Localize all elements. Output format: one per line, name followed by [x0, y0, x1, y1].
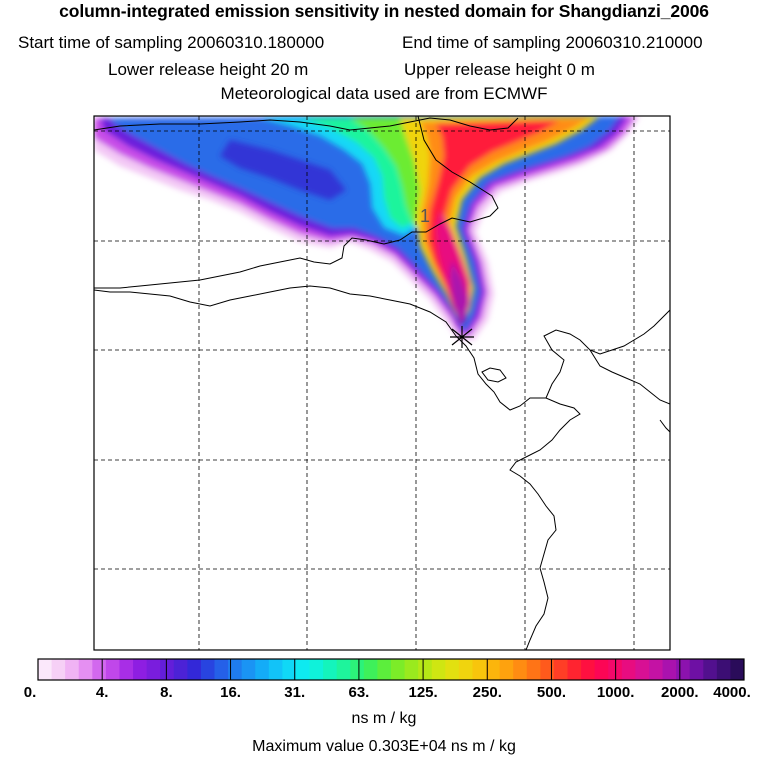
colorbar-swatch — [499, 659, 514, 680]
colorbar-swatch — [689, 659, 704, 680]
colorbar-swatch — [268, 659, 283, 680]
colorbar-tick-label: 2000. — [661, 684, 699, 701]
colorbar-swatch — [92, 659, 107, 680]
colorbar-tick-label: 4. — [95, 684, 109, 701]
coastline — [94, 285, 457, 337]
colorbar-swatch — [513, 659, 528, 680]
colorbar-frame — [37, 658, 745, 681]
colorbar-swatch — [241, 659, 256, 680]
coastline — [455, 335, 581, 650]
colorbar-tick-label: 63. — [348, 684, 370, 701]
coastlines — [94, 116, 670, 650]
colorbar-swatch — [676, 659, 691, 680]
colorbar-unit-label: ns m / kg — [351, 710, 417, 727]
coastline — [94, 117, 519, 131]
plot-title: column-integrated emission sensitivity i… — [59, 1, 709, 21]
colorbar-swatch — [526, 659, 541, 680]
colorbar-swatch — [350, 659, 365, 680]
colorbar-tick-label: 31. — [284, 684, 306, 701]
colorbar-tick-label: 500. — [536, 684, 567, 701]
colorbar-swatch — [648, 659, 663, 680]
colorbar-swatch — [486, 659, 501, 680]
colorbar-swatch — [78, 659, 93, 680]
lower-release-height-label: Lower release height 20 m — [108, 60, 309, 79]
colorbar-swatch — [146, 659, 161, 680]
colorbar-swatch — [730, 659, 745, 680]
colorbar-swatch — [472, 659, 487, 680]
colorbar-swatch — [133, 659, 148, 680]
colorbar-swatch — [173, 659, 188, 680]
start-time-label: Start time of sampling 20060310.180000 — [18, 33, 325, 52]
graticule — [94, 116, 670, 650]
colorbar — [37, 658, 745, 681]
colorbar-swatch — [228, 659, 243, 680]
colorbar-swatch — [621, 659, 636, 680]
colorbar-swatch — [662, 659, 677, 680]
met-data-label: Meteorological data used are from ECMWF — [220, 84, 548, 103]
receptor-label: 1 — [420, 206, 430, 226]
field-deep-magenta — [450, 260, 468, 326]
colorbar-swatch — [51, 659, 66, 680]
colorbar-swatch — [119, 659, 134, 680]
colorbar-swatch — [105, 659, 120, 680]
colorbar-swatch — [38, 659, 52, 680]
field-red — [428, 120, 560, 316]
colorbar-tick-label: 16. — [220, 684, 241, 701]
sensitivity-field — [94, 116, 640, 340]
colorbar-swatch — [363, 659, 378, 680]
colorbar-swatch — [160, 659, 175, 680]
colorbar-swatch — [581, 659, 596, 680]
colorbar-tick-label: 4000. — [713, 684, 751, 701]
coastline — [94, 116, 499, 289]
colorbar-swatch — [716, 659, 731, 680]
coastline — [659, 419, 670, 433]
colorbar-swatch — [540, 659, 555, 680]
colorbar-swatch — [255, 659, 270, 680]
end-time-label: End time of sampling 20060310.210000 — [402, 33, 703, 52]
colorbar-swatch — [567, 659, 582, 680]
colorbar-swatch — [295, 659, 310, 680]
upper-release-height-label: Upper release height 0 m — [404, 60, 595, 79]
colorbar-tick-label: 0. — [23, 684, 37, 701]
colorbar-swatch — [323, 659, 338, 680]
field-core-blue — [220, 140, 346, 200]
colorbar-swatch — [65, 659, 80, 680]
colorbar-swatch — [282, 659, 297, 680]
colorbar-tick-label: 125. — [408, 684, 438, 701]
map-frame — [93, 115, 671, 651]
colorbar-swatch — [336, 659, 351, 680]
colorbar-tick-label: 1000. — [596, 684, 635, 701]
colorbar-tick-label: 8. — [160, 684, 173, 701]
colorbar-swatch — [553, 659, 568, 680]
colorbar-swatch — [214, 659, 229, 680]
colorbar-swatch — [594, 659, 609, 680]
colorbar-swatch — [309, 659, 324, 680]
coastline — [481, 367, 507, 383]
colorbar-swatch — [445, 659, 460, 680]
colorbar-swatch — [377, 659, 392, 680]
maximum-value-label: Maximum value 0.303E+04 ns m / kg — [252, 738, 516, 755]
colorbar-swatch — [458, 659, 473, 680]
colorbar-swatch — [418, 659, 433, 680]
release-point-marker — [450, 326, 474, 348]
colorbar-tick-label: 250. — [472, 684, 502, 701]
colorbar-swatch — [391, 659, 405, 680]
colorbar-swatch — [431, 659, 446, 680]
colorbar-swatch — [200, 659, 215, 680]
colorbar-swatch — [187, 659, 202, 680]
colorbar-swatch — [404, 659, 419, 680]
coastline — [589, 349, 670, 405]
colorbar-swatch — [703, 659, 718, 680]
coastline — [543, 309, 670, 399]
colorbar-swatch — [635, 659, 650, 680]
